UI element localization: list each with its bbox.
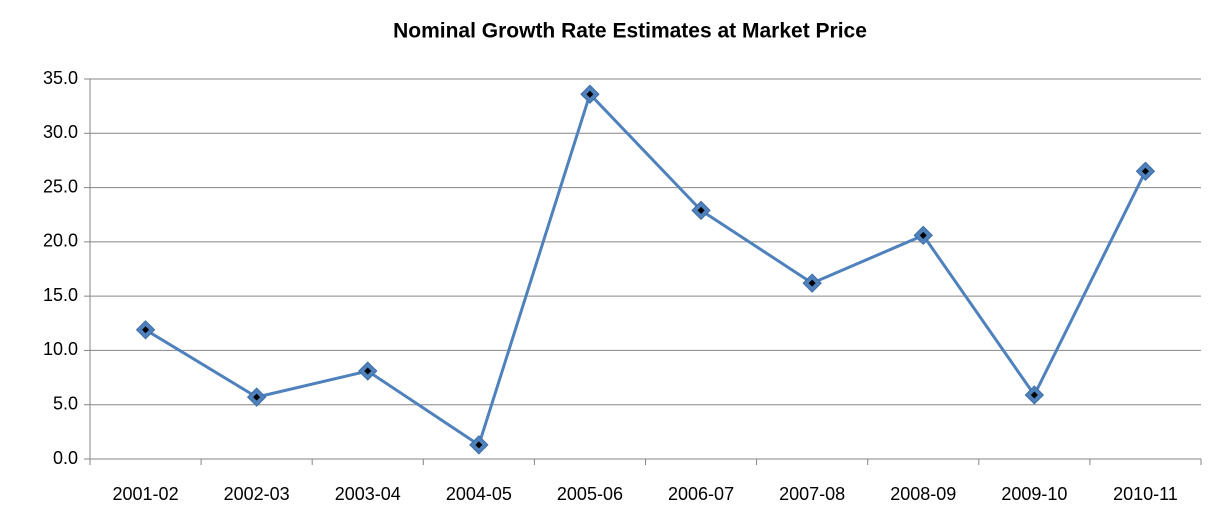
x-tick-label: 2004-05: [446, 484, 512, 504]
chart-title: Nominal Growth Rate Estimates at Market …: [393, 20, 867, 43]
x-tick-label: 2001-02: [113, 484, 179, 504]
point-center: [586, 90, 594, 98]
y-tick-label: 0.0: [53, 448, 78, 468]
point-center: [697, 206, 705, 214]
x-tick-label: 2008-09: [890, 484, 956, 504]
x-tick-label: 2009-10: [1001, 484, 1067, 504]
y-tick-label: 5.0: [53, 393, 78, 413]
point-center: [1141, 167, 1149, 175]
point-center: [475, 441, 483, 449]
point-center: [808, 279, 816, 287]
y-tick-label: 15.0: [43, 285, 78, 305]
y-tick-label: 10.0: [43, 339, 78, 359]
x-tick-label: 2005-06: [557, 484, 623, 504]
point-center: [1030, 391, 1038, 399]
x-tick-label: 2003-04: [335, 484, 401, 504]
y-tick-label: 35.0: [43, 68, 78, 88]
point-center: [253, 393, 261, 401]
y-tick-label: 20.0: [43, 231, 78, 251]
x-tick-label: 2002-03: [224, 484, 290, 504]
point-center: [142, 326, 150, 334]
point-center: [919, 231, 927, 239]
x-tick-label: 2006-07: [668, 484, 734, 504]
point-center: [364, 367, 372, 375]
y-tick-label: 25.0: [43, 176, 78, 196]
x-tick-label: 2007-08: [779, 484, 845, 504]
x-tick-label: 2010-11: [1113, 484, 1178, 504]
series-line: [144, 92, 1147, 447]
y-tick-label: 30.0: [43, 122, 78, 142]
